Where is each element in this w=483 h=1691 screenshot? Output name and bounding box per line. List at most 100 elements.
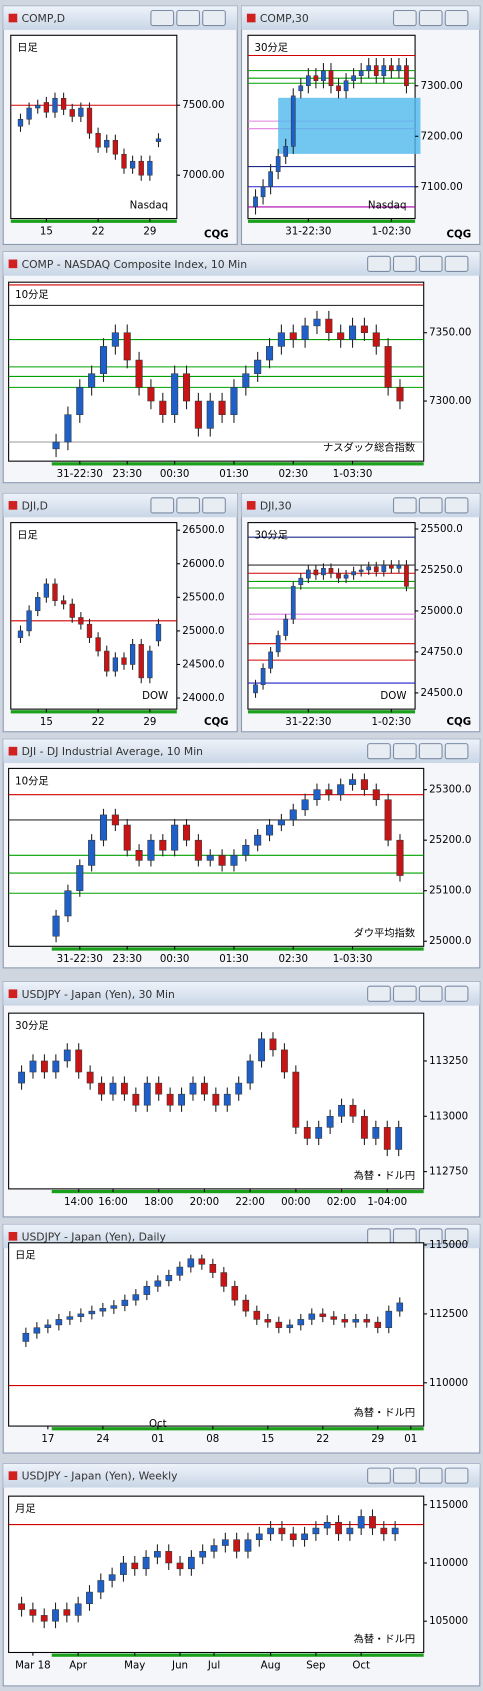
window-button[interactable]: [418, 985, 443, 1002]
candle-body: [52, 97, 58, 113]
candle-body: [143, 1082, 151, 1106]
window-button[interactable]: [444, 9, 469, 27]
window-button[interactable]: [367, 1467, 391, 1484]
y-tick-label: 113250: [429, 1055, 468, 1067]
window-button[interactable]: [367, 743, 391, 760]
y-tick-label: 24500.0: [420, 687, 462, 699]
window-button[interactable]: [418, 743, 443, 760]
candle-body: [260, 186, 266, 198]
window-button[interactable]: [418, 1228, 443, 1245]
title-bar: [3, 251, 480, 276]
y-tick-label: 25100.0: [429, 885, 471, 897]
candle-body: [171, 824, 179, 851]
candle-body: [212, 1093, 220, 1106]
candle-body: [176, 1562, 184, 1570]
candle-body: [147, 387, 155, 402]
window-button[interactable]: [392, 1228, 417, 1245]
candle-body: [372, 1127, 380, 1139]
window-button[interactable]: [202, 497, 226, 514]
window-button[interactable]: [444, 985, 469, 1002]
candle-body: [199, 1551, 207, 1558]
x-tick-label: 01:30: [219, 468, 249, 480]
candle-body: [108, 1574, 116, 1581]
candle-body: [358, 569, 364, 572]
window-button[interactable]: [150, 497, 175, 514]
window-button[interactable]: [392, 1467, 417, 1484]
window-button[interactable]: [418, 255, 443, 272]
candle-body: [138, 644, 144, 679]
candle-body: [201, 1082, 208, 1095]
candle-body: [337, 332, 345, 340]
x-tick-label: 08: [206, 1433, 219, 1445]
window-button[interactable]: [392, 985, 417, 1002]
candle-body: [104, 650, 110, 672]
y-tick-label: 25000.0: [420, 605, 462, 617]
candle-body: [104, 139, 110, 148]
window-button[interactable]: [418, 497, 443, 514]
candle-body: [159, 400, 167, 415]
window-button[interactable]: [392, 9, 417, 27]
candle-body: [95, 132, 101, 148]
candle-body: [18, 1603, 25, 1610]
candle-body: [325, 789, 333, 795]
candle-body: [391, 1527, 399, 1535]
candle-body: [111, 332, 119, 347]
chart-note: 為替・ドル円: [354, 1406, 415, 1419]
candle-body: [64, 414, 72, 443]
candle-body: [277, 332, 285, 347]
candle-body: [366, 566, 372, 571]
window-button[interactable]: [444, 743, 469, 760]
candle-body: [112, 657, 119, 672]
candle-body: [343, 80, 349, 92]
candle-body: [268, 651, 273, 669]
window-button[interactable]: [392, 743, 417, 760]
window-button[interactable]: [202, 9, 226, 27]
candle-body: [99, 346, 108, 374]
candle-body: [69, 603, 75, 618]
candle-body: [218, 855, 226, 866]
candle-body: [283, 146, 289, 157]
window-button[interactable]: [444, 497, 469, 514]
candle-body: [381, 65, 387, 76]
chart-note: ナスダック総合指数: [323, 441, 415, 454]
window-button[interactable]: [444, 255, 469, 272]
candle-body: [305, 569, 311, 579]
candle-body: [142, 1556, 150, 1570]
window-button[interactable]: [392, 255, 417, 272]
plot-area: [8, 1495, 425, 1654]
candle-body: [349, 325, 357, 340]
window-icon: [8, 501, 18, 510]
candle-body: [220, 1272, 228, 1287]
candle-body: [198, 1258, 206, 1265]
candle-body: [305, 75, 311, 87]
y-tick-label: 7000.00: [182, 169, 224, 181]
time-strip: [51, 1653, 424, 1657]
candle-body: [66, 1316, 74, 1320]
candle-body: [242, 1299, 250, 1312]
candle-body: [341, 1319, 349, 1323]
window-button[interactable]: [444, 1228, 469, 1245]
window-button[interactable]: [418, 1467, 443, 1484]
window-button[interactable]: [444, 1467, 469, 1484]
time-strip: [247, 710, 416, 714]
window-button[interactable]: [150, 9, 175, 27]
window-icon: [8, 1232, 18, 1241]
window-button[interactable]: [176, 497, 200, 514]
candle-body: [99, 814, 108, 841]
window-button[interactable]: [367, 985, 391, 1002]
window-button[interactable]: [418, 9, 443, 27]
window-button[interactable]: [367, 255, 391, 272]
candle-body: [255, 1533, 263, 1540]
candle-body: [132, 1093, 140, 1106]
candle-body: [301, 799, 309, 811]
period-label: 10分足: [15, 289, 49, 301]
candle-body: [223, 1093, 231, 1106]
window-button[interactable]: [176, 9, 200, 27]
candle-body: [313, 75, 319, 82]
window-button[interactable]: [367, 1228, 391, 1245]
candle-body: [301, 325, 309, 340]
window-button[interactable]: [392, 497, 417, 514]
candle-body: [374, 1321, 382, 1328]
candle-body: [396, 839, 404, 876]
candle-body: [326, 1116, 334, 1128]
